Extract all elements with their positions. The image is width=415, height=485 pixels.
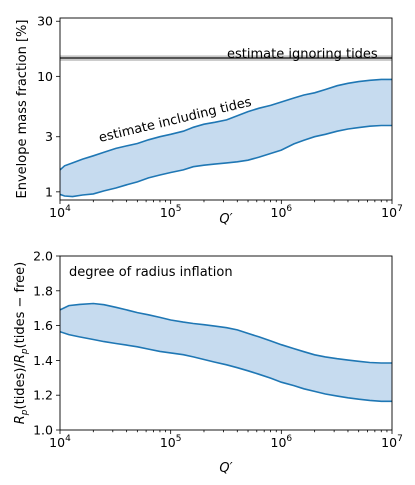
x-axis-label: Q′ [219, 212, 232, 227]
y-label-m1: (tides)/ [13, 363, 28, 410]
y-tick-label: 1.4 [33, 353, 53, 368]
y-tick-label: 1.2 [33, 388, 53, 403]
y-tick-label: 1.6 [33, 318, 53, 333]
plot-frame [59, 17, 393, 201]
chart-panel-2: 104 105 106 1071.01.21.41.61.82.0Q′Rp(tides… [13, 249, 403, 477]
x-tick-label: 105 [160, 204, 182, 220]
y-tick-label: 30 [37, 14, 53, 29]
x-tick-exponent: 7 [397, 204, 403, 214]
x-tick-label: 104 [49, 434, 71, 450]
x-tick-base: 10 [160, 435, 176, 450]
x-axis-label: Q′ [219, 461, 232, 476]
x-tick-label: 106 [271, 434, 293, 450]
y-axis-label: Envelope mass fraction [%] [15, 20, 30, 199]
y-tick-label: 2.0 [33, 249, 53, 264]
x-tick-exponent: 6 [286, 204, 292, 214]
y-label-r1: R [13, 415, 28, 424]
x-tick-label: 105 [160, 434, 182, 450]
band-fill [60, 303, 392, 402]
y-tick-label: 10 [37, 69, 53, 84]
x-tick-base: 10 [49, 205, 65, 220]
plot-area [60, 302, 392, 403]
y-tick-label: 1 [45, 184, 53, 199]
band-lower-line [60, 124, 392, 198]
band-lower-line [60, 330, 392, 403]
y-tick-label: 1.0 [33, 423, 53, 438]
x-tick-base: 10 [381, 435, 397, 450]
y-tick-label: 3 [45, 129, 53, 144]
band-upper-line [60, 78, 392, 171]
x-tick-base: 10 [160, 205, 176, 220]
plot-area [60, 55, 392, 198]
x-tick-exponent: 4 [65, 434, 71, 444]
x-tick-exponent: 7 [397, 434, 403, 444]
band-upper-line [60, 302, 392, 364]
y-label-s1: p [20, 409, 30, 416]
band-fill [60, 79, 392, 197]
x-tick-exponent: 4 [65, 204, 71, 214]
y-label-m2: (tides − free) [13, 262, 28, 349]
y-label-r2: R [13, 354, 28, 363]
x-tick-base: 10 [271, 435, 287, 450]
x-tick-label: 107 [381, 434, 403, 450]
x-tick-base: 10 [49, 435, 65, 450]
y-axis-label: Rp(tides)/Rp(tides − free) [13, 262, 30, 424]
annotation-1: degree of radius inflation [69, 265, 233, 280]
x-tick-label: 106 [271, 204, 293, 220]
x-tick-exponent: 5 [176, 204, 182, 214]
x-tick-base: 10 [271, 205, 287, 220]
x-tick-label: 107 [381, 204, 403, 220]
x-tick-exponent: 5 [176, 434, 182, 444]
annotation-1: estimate ignoring tides [227, 47, 378, 62]
x-tick-base: 10 [381, 205, 397, 220]
y-tick-label: 1.8 [33, 283, 53, 298]
plot-frame [59, 255, 393, 431]
y-label-s2: p [20, 348, 30, 355]
x-tick-label: 104 [49, 204, 71, 220]
x-tick-exponent: 6 [286, 434, 292, 444]
